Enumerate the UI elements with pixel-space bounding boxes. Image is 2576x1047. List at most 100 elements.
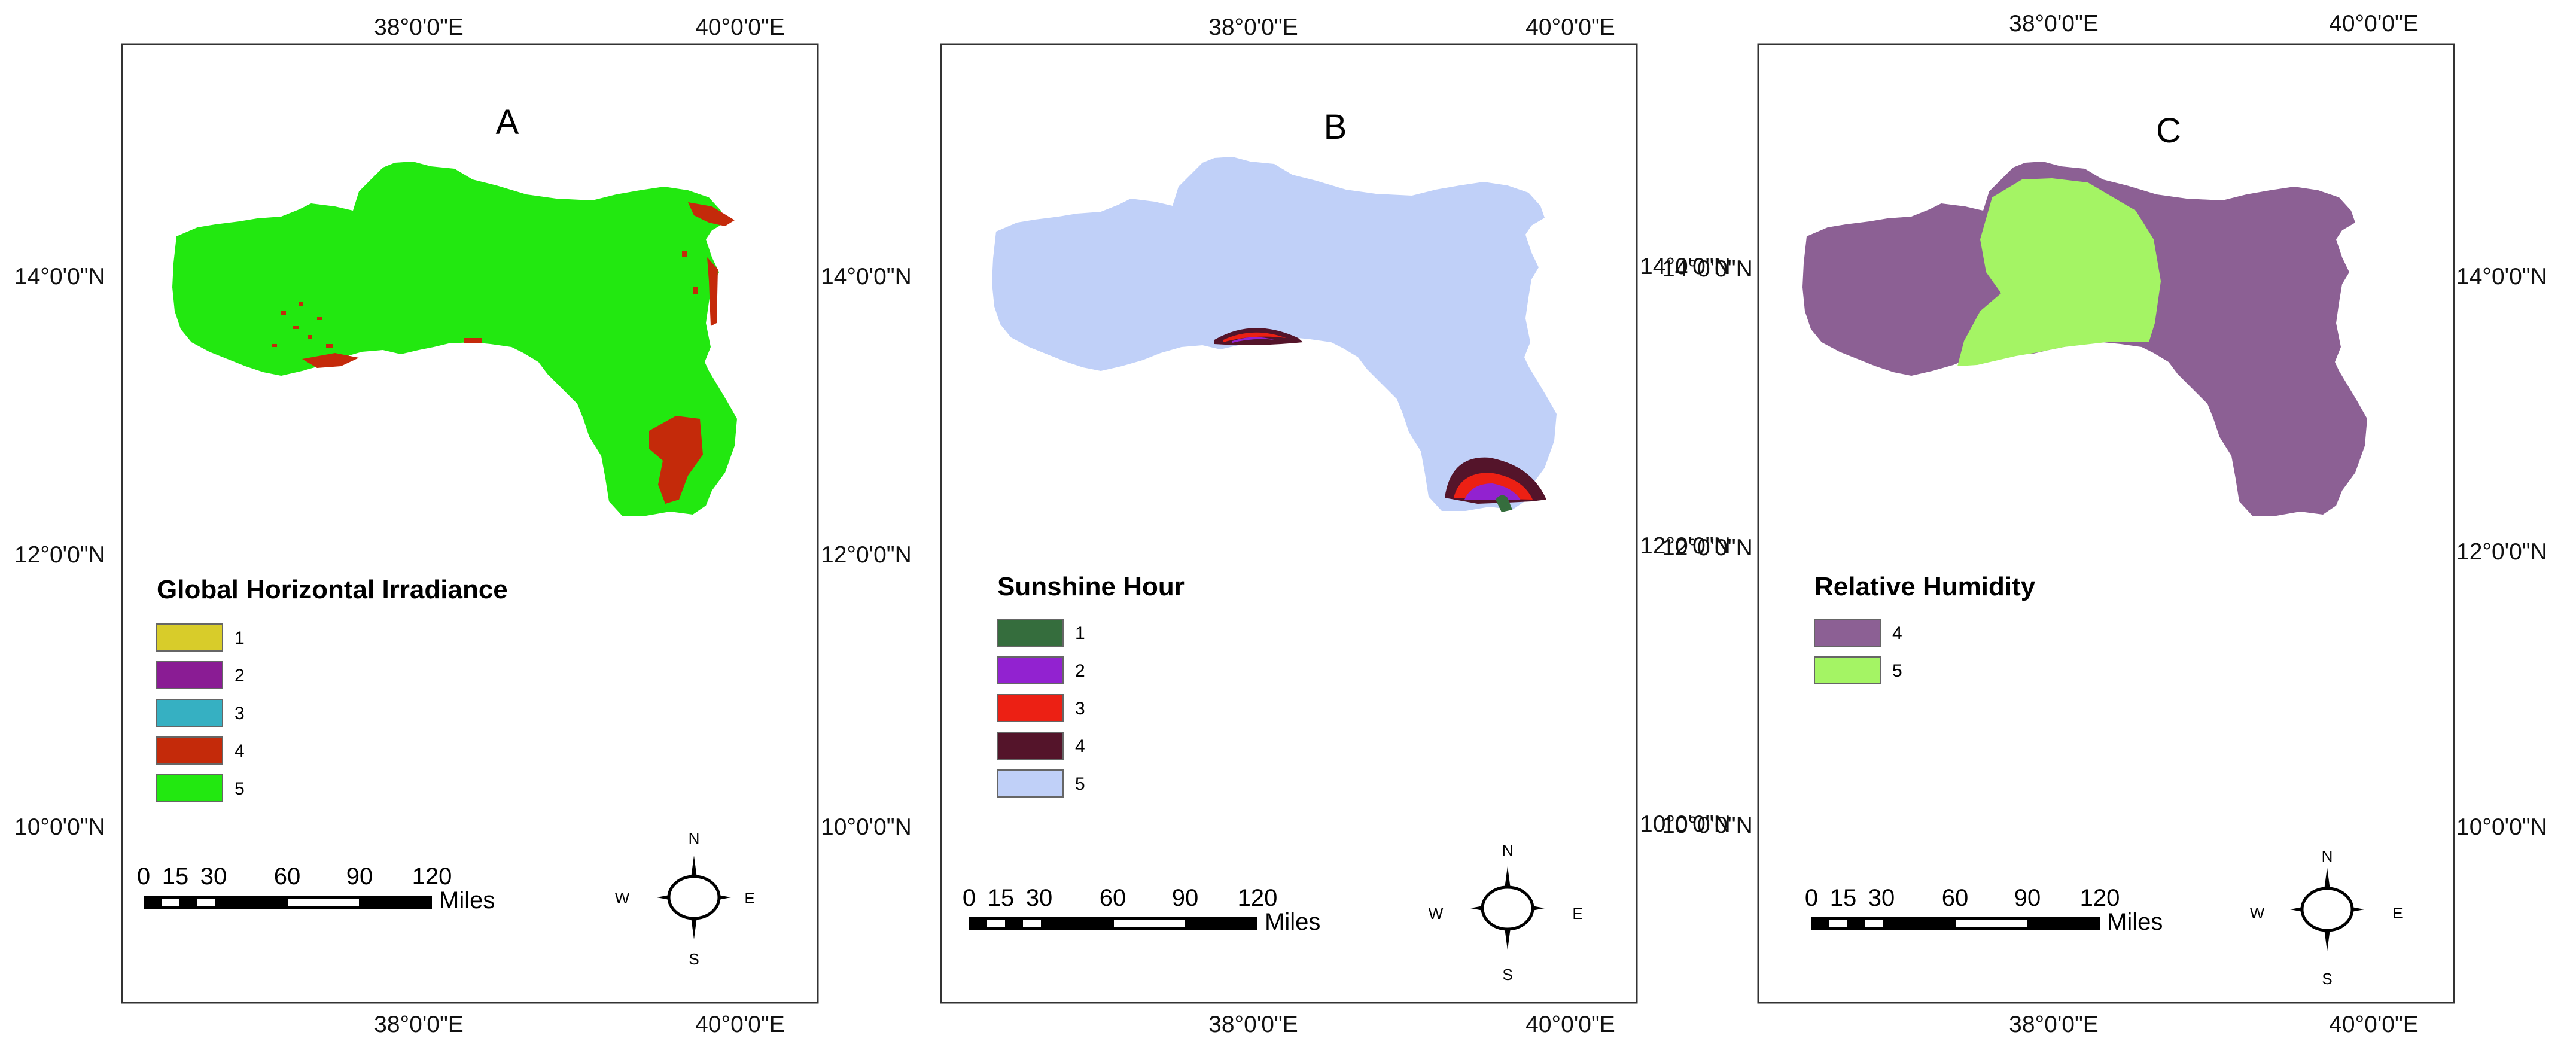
sunshine-class-3-area-central bbox=[1223, 332, 1286, 342]
lat-label-10-left: 10°0'0"N bbox=[14, 814, 105, 840]
lat-label-10-right: 10°0'0"N bbox=[2456, 814, 2547, 840]
compass-n: N bbox=[2322, 847, 2333, 865]
gha-class-4-speckles bbox=[272, 251, 698, 348]
panel-c-scale-bar: 0 15 30 60 90 120 Miles bbox=[1805, 885, 2163, 935]
legend-label-3: 3 bbox=[235, 704, 245, 723]
lat-label-10-left: 10°0'0"N bbox=[1662, 812, 1753, 838]
sunshine-class-2-area-south bbox=[1464, 483, 1521, 500]
sunshine-class-1-area bbox=[1496, 495, 1512, 512]
panel-b-legend: Sunshine Hour 1 2 3 4 5 bbox=[997, 572, 1185, 798]
scale-tick-60: 60 bbox=[1942, 885, 1969, 911]
scale-tick-60: 60 bbox=[274, 863, 301, 890]
lat-label-12-right: 12°0'0"N bbox=[1640, 533, 1731, 559]
panel-a-north-arrow: N S E W bbox=[615, 829, 755, 968]
panel-b-letter: B bbox=[1324, 108, 1347, 147]
panel-c-letter: C bbox=[2156, 111, 2181, 150]
scale-tick-120: 120 bbox=[412, 863, 452, 890]
legend-swatch-4 bbox=[1814, 619, 1881, 647]
panel-c-legend: Relative Humidity 4 5 bbox=[1814, 572, 2036, 684]
legend-swatch-4 bbox=[156, 736, 223, 765]
scale-tick-30: 30 bbox=[1026, 885, 1053, 911]
legend-title: Global Horizontal Irradiance bbox=[157, 575, 508, 604]
scale-tick-15: 15 bbox=[1830, 885, 1857, 911]
panel-c-north-arrow: N S E W bbox=[2250, 847, 2403, 988]
legend-label-4: 4 bbox=[1892, 623, 1902, 643]
legend-swatch-5 bbox=[997, 769, 1064, 798]
scale-tick-0: 0 bbox=[963, 885, 976, 911]
lat-label-10-right: 10°0'0"N bbox=[1640, 811, 1731, 837]
legend-label-2: 2 bbox=[235, 666, 245, 686]
panel-b-map bbox=[992, 157, 1557, 512]
legend-swatch-2 bbox=[997, 656, 1064, 684]
compass-s: S bbox=[1502, 966, 1512, 984]
legend-label-1: 1 bbox=[235, 628, 245, 648]
lat-label-12-left: 12°0'0"N bbox=[14, 542, 105, 568]
lon-label-38-bottom: 38°0'0"E bbox=[2009, 1012, 2099, 1037]
scale-tick-30: 30 bbox=[200, 863, 227, 890]
panel-c: 38°0'0"E 40°0'0"E 38°0'0"E 40°0'0"E 14°0… bbox=[1662, 11, 2547, 1037]
lon-label-40-top: 40°0'0"E bbox=[695, 14, 785, 40]
legend-swatch-5 bbox=[156, 774, 223, 802]
compass-w: W bbox=[615, 889, 630, 907]
scale-tick-60: 60 bbox=[1100, 885, 1126, 911]
lat-label-10-right: 10°0'0"N bbox=[821, 814, 912, 840]
scale-unit: Miles bbox=[1265, 909, 1320, 935]
lon-label-40-bottom: 40°0'0"E bbox=[695, 1012, 785, 1037]
lon-label-38-bottom: 38°0'0"E bbox=[374, 1012, 464, 1037]
legend-label-2: 2 bbox=[1075, 661, 1085, 681]
gha-class-4-area-east bbox=[707, 257, 718, 326]
scale-tick-120: 120 bbox=[1238, 885, 1278, 911]
compass-n: N bbox=[1502, 841, 1514, 859]
rh-class-5-area bbox=[1957, 178, 2161, 366]
lat-label-14-left: 14°0'0"N bbox=[1662, 256, 1753, 282]
compass-w: W bbox=[1429, 905, 1444, 923]
lon-label-40-bottom: 40°0'0"E bbox=[2329, 1012, 2419, 1037]
lon-label-38-top: 38°0'0"E bbox=[374, 14, 464, 40]
lat-label-14-right: 14°0'0"N bbox=[821, 264, 912, 290]
scale-tick-0: 0 bbox=[137, 863, 150, 890]
gha-class-4-area-northeast bbox=[688, 202, 735, 226]
legend-swatch-4 bbox=[997, 732, 1064, 760]
compass-s: S bbox=[2322, 970, 2332, 988]
legend-swatch-1 bbox=[997, 619, 1064, 647]
legend-swatch-1 bbox=[156, 623, 223, 652]
sunshine-class-2-area-central bbox=[1232, 337, 1274, 343]
panel-b-scale-bar: 0 15 30 60 90 120 Miles bbox=[963, 885, 1320, 935]
legend-label-4: 4 bbox=[1075, 736, 1085, 756]
panel-a-legend: Global Horizontal Irradiance 1 2 3 4 5 bbox=[156, 575, 508, 802]
lon-label-40-bottom: 40°0'0"E bbox=[1525, 1012, 1615, 1037]
lat-label-12-left: 12°0'0"N bbox=[1662, 535, 1753, 561]
legend-label-5: 5 bbox=[1075, 774, 1085, 794]
lon-label-38-top: 38°0'0"E bbox=[1208, 14, 1298, 40]
legend-title: Sunshine Hour bbox=[997, 572, 1185, 601]
scale-tick-120: 120 bbox=[2080, 885, 2120, 911]
panel-b: 38°0'0"E 40°0'0"E 38°0'0"E 40°0'0"E 14°0… bbox=[940, 14, 1731, 1037]
compass-e: E bbox=[2392, 904, 2403, 922]
scale-tick-15: 15 bbox=[988, 885, 1015, 911]
lat-label-12-right: 12°0'0"N bbox=[2456, 539, 2547, 565]
legend-swatch-5 bbox=[1814, 656, 1881, 684]
panel-a: 38°0'0"E 40°0'0"E 38°0'0"E 40°0'0"E 14°0… bbox=[14, 14, 912, 1037]
scale-tick-90: 90 bbox=[1172, 885, 1199, 911]
panel-a-scale-bar: 0 15 30 60 90 120 Miles bbox=[137, 863, 495, 914]
legend-label-1: 1 bbox=[1075, 623, 1085, 643]
lon-label-38-bottom: 38°0'0"E bbox=[1208, 1012, 1298, 1037]
lat-label-14-right: 14°0'0"N bbox=[1640, 254, 1731, 279]
lon-label-40-top: 40°0'0"E bbox=[1525, 14, 1615, 40]
lon-label-38-top: 38°0'0"E bbox=[2009, 11, 2099, 36]
scale-tick-30: 30 bbox=[1868, 885, 1895, 911]
scale-tick-15: 15 bbox=[162, 863, 189, 890]
compass-n: N bbox=[689, 829, 700, 847]
legend-swatch-3 bbox=[997, 694, 1064, 722]
legend-label-3: 3 bbox=[1075, 699, 1085, 719]
gha-class-4-area-west bbox=[302, 353, 359, 368]
compass-e: E bbox=[1572, 905, 1582, 923]
scale-tick-90: 90 bbox=[2014, 885, 2041, 911]
legend-label-5: 5 bbox=[1892, 661, 1902, 681]
panel-a-map bbox=[172, 162, 737, 516]
lat-label-14-right: 14°0'0"N bbox=[2456, 264, 2547, 290]
compass-e: E bbox=[744, 889, 754, 907]
compass-s: S bbox=[689, 950, 699, 968]
legend-label-4: 4 bbox=[235, 741, 245, 761]
